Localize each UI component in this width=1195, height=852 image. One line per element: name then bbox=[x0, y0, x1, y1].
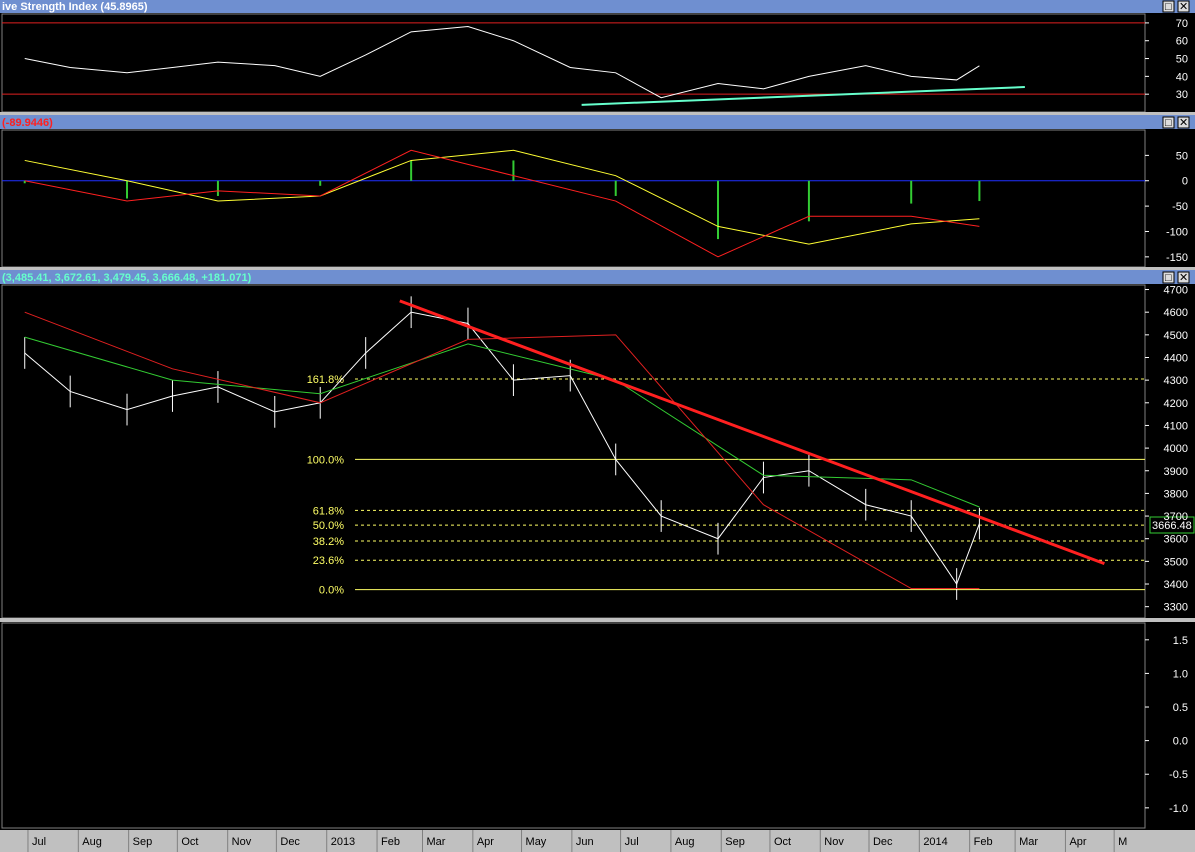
price-axis-tick-label: 3500 bbox=[1164, 556, 1188, 568]
price-axis-tick-label: 3700 bbox=[1164, 511, 1188, 523]
price-last-label-box bbox=[1149, 516, 1195, 534]
date-axis-label: Dec bbox=[873, 836, 893, 848]
svg-text:□: □ bbox=[1165, 117, 1172, 129]
fib-level-label: 0.0% bbox=[319, 585, 344, 597]
fib-level-label: 61.8% bbox=[313, 505, 344, 517]
empty-axis-tick-label: -1.0 bbox=[1169, 803, 1188, 815]
empty-axis-tick-label: 1.5 bbox=[1173, 635, 1188, 647]
macd-plot-frame bbox=[1, 129, 1146, 268]
price-axis-tick-label: 3300 bbox=[1164, 602, 1188, 614]
date-axis-label: Apr bbox=[1069, 836, 1086, 848]
rsi-restore-button[interactable]: □ bbox=[1162, 0, 1175, 13]
rsi-axis-tick-label: 30 bbox=[1176, 89, 1188, 101]
rsi-close-button[interactable]: ✕ bbox=[1177, 0, 1190, 13]
pane-divider[interactable] bbox=[0, 618, 1195, 622]
svg-text:✕: ✕ bbox=[1179, 117, 1188, 129]
price-axis-tick-label: 3400 bbox=[1164, 579, 1188, 591]
date-axis-label: Jun bbox=[576, 836, 594, 848]
svg-text:✕: ✕ bbox=[1179, 1, 1188, 13]
empty-plot-frame bbox=[1, 622, 1146, 829]
price-axis-tick-label: 4200 bbox=[1164, 398, 1188, 410]
empty-axis-tick-label: 0.5 bbox=[1173, 702, 1188, 714]
fib-level-label: 50.0% bbox=[313, 520, 344, 532]
red-wave-line bbox=[24, 311, 980, 590]
macd-axis-tick-label: -150 bbox=[1166, 252, 1188, 264]
fib-level-label: 38.2% bbox=[313, 536, 344, 548]
date-axis-label: Dec bbox=[280, 836, 300, 848]
price-axis-tick-label: 4300 bbox=[1164, 375, 1188, 387]
price-axis-tick-label: 4500 bbox=[1164, 330, 1188, 342]
price-close-button[interactable]: ✕ bbox=[1177, 271, 1190, 284]
date-axis-label: Feb bbox=[381, 836, 400, 848]
date-axis-label: Oct bbox=[181, 836, 198, 848]
macd-axis-tick-label: -100 bbox=[1166, 226, 1188, 238]
rsi-axis-tick-label: 40 bbox=[1176, 71, 1188, 83]
svg-text:□: □ bbox=[1165, 1, 1172, 13]
price-title: (3,485.41, 3,672.61, 3,479.45, 3,666.48,… bbox=[2, 272, 252, 284]
macd-axis-tick-label: 0 bbox=[1182, 176, 1188, 188]
rsi-title: ive Strength Index (45.8965) bbox=[2, 1, 148, 13]
rsi-axis-tick-label: 50 bbox=[1176, 54, 1188, 66]
date-axis-label: Jul bbox=[625, 836, 639, 848]
date-axis-label: Feb bbox=[974, 836, 993, 848]
macd-axis-tick-label: 50 bbox=[1176, 150, 1188, 162]
date-axis-label: Mar bbox=[427, 836, 446, 848]
rsi-plot-frame bbox=[1, 13, 1146, 113]
date-axis-label: Mar bbox=[1019, 836, 1038, 848]
price-axis-tick-label: 4700 bbox=[1164, 285, 1188, 297]
date-axis-label: Aug bbox=[82, 836, 102, 848]
empty-axis-tick-label: 0.0 bbox=[1173, 736, 1188, 748]
macd-line bbox=[24, 149, 980, 258]
price-axis-tick-label: 4100 bbox=[1164, 420, 1188, 432]
rsi-axis-tick-label: 70 bbox=[1176, 18, 1188, 30]
rsi-axis-tick-label: 60 bbox=[1176, 36, 1188, 48]
date-axis-label: 2013 bbox=[331, 836, 355, 848]
price-last-label: 3666.48 bbox=[1152, 520, 1192, 532]
price-axis-tick-label: 4000 bbox=[1164, 443, 1188, 455]
date-axis-label: 2014 bbox=[923, 836, 947, 848]
svg-text:✕: ✕ bbox=[1179, 272, 1188, 284]
rsi-support-line bbox=[581, 86, 1025, 106]
date-axis-label: Nov bbox=[824, 836, 844, 848]
macd-axis-tick-label: -50 bbox=[1172, 201, 1188, 213]
price-axis-tick-label: 3900 bbox=[1164, 466, 1188, 478]
svg-text:□: □ bbox=[1165, 272, 1172, 284]
downtrend-line bbox=[399, 299, 1105, 566]
date-axis bbox=[0, 830, 1195, 852]
date-axis-label: Oct bbox=[774, 836, 791, 848]
date-axis-label: Jul bbox=[32, 836, 46, 848]
price-plot-frame bbox=[1, 284, 1146, 619]
rsi-title-bar bbox=[0, 0, 1195, 13]
pane-divider[interactable] bbox=[0, 267, 1195, 270]
price-restore-button[interactable]: □ bbox=[1162, 271, 1175, 284]
fib-level-label: 161.8% bbox=[307, 374, 345, 386]
macd-title-bar bbox=[0, 115, 1195, 129]
price-title-bar bbox=[0, 270, 1195, 284]
price-axis-tick-label: 3600 bbox=[1164, 534, 1188, 546]
rsi-line bbox=[24, 25, 980, 99]
price-axis-tick-label: 4400 bbox=[1164, 352, 1188, 364]
macd-close-button[interactable]: ✕ bbox=[1177, 116, 1190, 129]
fib-level-label: 100.0% bbox=[307, 454, 345, 466]
price-close-line bbox=[24, 311, 980, 586]
price-axis-tick-label: 3800 bbox=[1164, 488, 1188, 500]
empty-axis-tick-label: 1.0 bbox=[1173, 668, 1188, 680]
date-axis-label: Sep bbox=[725, 836, 745, 848]
macd-signal-line bbox=[24, 149, 980, 245]
empty-axis-tick-label: -0.5 bbox=[1169, 769, 1188, 781]
date-axis-label: M bbox=[1118, 836, 1127, 848]
macd-restore-button[interactable]: □ bbox=[1162, 116, 1175, 129]
price-axis-tick-label: 4600 bbox=[1164, 307, 1188, 319]
date-axis-label: Aug bbox=[675, 836, 695, 848]
moving-average-line bbox=[24, 336, 980, 508]
date-axis-label: Apr bbox=[477, 836, 494, 848]
fib-level-label: 23.6% bbox=[313, 555, 344, 567]
pane-divider[interactable] bbox=[0, 112, 1195, 115]
date-axis-label: Sep bbox=[133, 836, 153, 848]
date-axis-label: Nov bbox=[232, 836, 252, 848]
macd-title: (-89.9446) bbox=[2, 117, 53, 129]
date-axis-label: May bbox=[526, 836, 547, 848]
